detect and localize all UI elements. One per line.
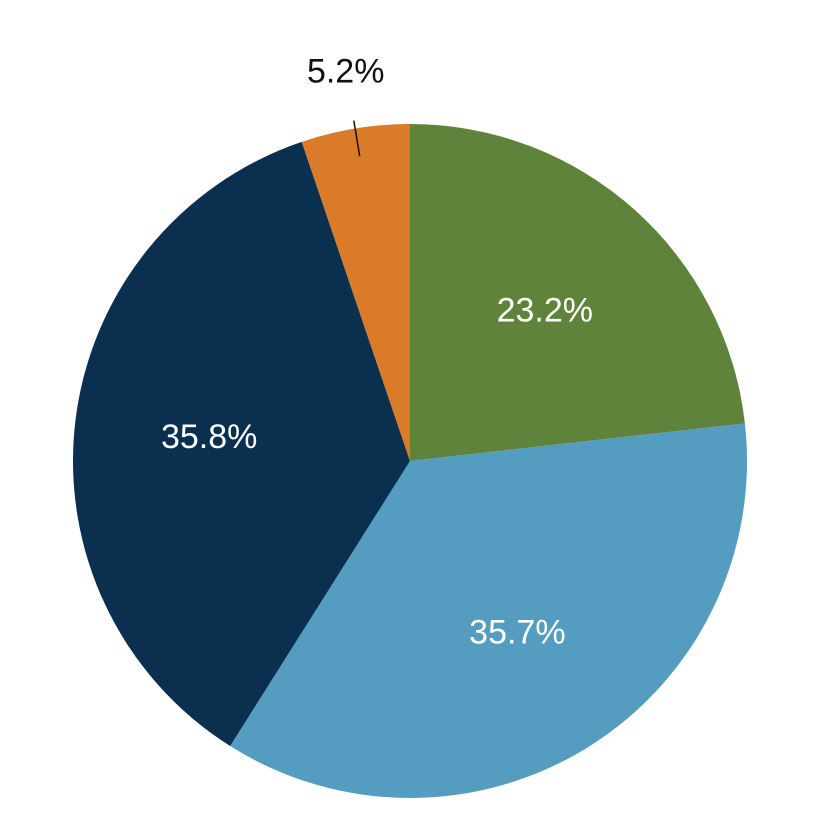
pie-slice-2 (73, 141, 411, 747)
pie-slice-3 (301, 124, 410, 461)
slice-labels: 23.2% 35.7% 35.8% 5.2% (161, 52, 593, 651)
slice-label-0: 23.2% (497, 291, 593, 329)
slice-label-1: 35.7% (469, 613, 565, 651)
pie-slice-0 (410, 124, 745, 461)
slice-label-3: 5.2% (307, 52, 385, 90)
slice-label-2: 35.8% (161, 418, 257, 456)
leader-lines (353, 120, 361, 157)
leader-line-3 (353, 120, 361, 157)
pie-slice-1 (230, 423, 747, 798)
pie-slices (73, 124, 747, 798)
